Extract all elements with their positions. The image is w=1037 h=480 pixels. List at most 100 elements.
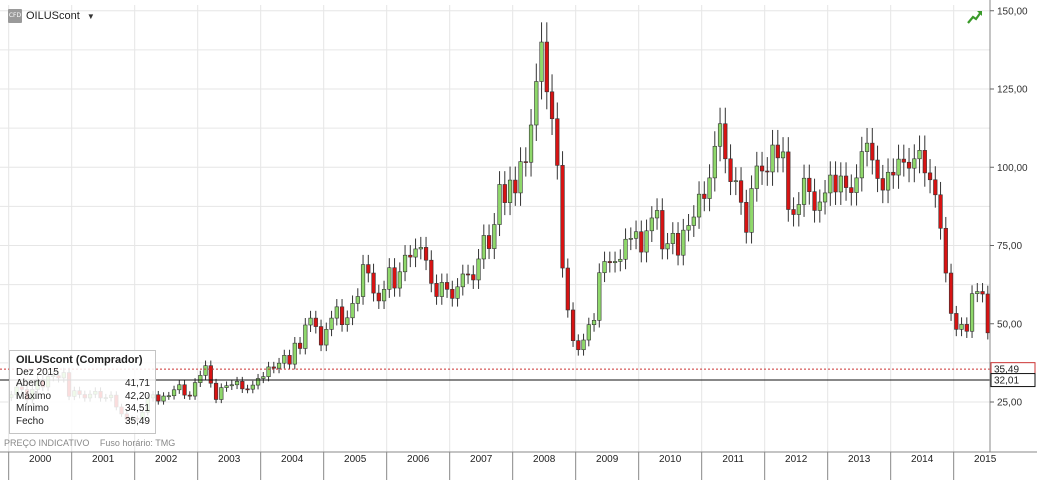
candle: [192, 378, 198, 400]
candle-body-down: [523, 161, 528, 163]
candle: [780, 137, 786, 173]
candle: [392, 258, 397, 297]
candle: [465, 264, 471, 284]
candle-body-up: [282, 355, 287, 364]
candle-body-up: [177, 384, 182, 391]
candle-body-down: [429, 259, 434, 284]
info-box-title: OILUScont (Comprador): [16, 354, 143, 366]
candle-body-down: [486, 235, 492, 249]
chart-footer: PREÇO INDICATIVO Fuso horário: TMG: [4, 438, 175, 448]
candle-body-down: [444, 282, 450, 290]
candle-body-up: [171, 389, 177, 397]
candle: [450, 280, 455, 307]
candle-body-down: [933, 179, 938, 196]
candle-body-up: [602, 261, 607, 274]
candle: [686, 214, 691, 242]
candle: [833, 161, 838, 205]
year-label[interactable]: 2008: [533, 454, 556, 465]
candle: [906, 147, 912, 183]
candle: [728, 144, 733, 196]
info-label: Máximo: [16, 390, 52, 402]
candle: [418, 236, 423, 260]
candle: [796, 192, 801, 227]
candle-body-up: [796, 204, 801, 215]
candle-body-up: [334, 306, 339, 319]
candle-body-up: [360, 264, 366, 297]
candle: [234, 376, 240, 390]
info-row-high: Máximo 42,20: [16, 391, 150, 404]
candle-body-down: [723, 123, 728, 160]
candle-body-down: [392, 267, 397, 289]
candle: [765, 157, 770, 186]
info-row-close: Fecho 35,49: [16, 416, 150, 429]
candle-body-down: [870, 142, 875, 161]
year-label[interactable]: 2002: [155, 454, 178, 465]
year-label[interactable]: 2007: [470, 454, 493, 465]
year-label[interactable]: 2012: [785, 454, 808, 465]
candle: [738, 167, 744, 215]
candle-body-down: [985, 293, 990, 334]
candle: [917, 135, 922, 174]
candle-body-down: [849, 187, 854, 193]
candle: [681, 218, 686, 266]
candle-body-up: [413, 248, 418, 258]
candle: [339, 299, 345, 332]
year-label[interactable]: 2013: [848, 454, 871, 465]
candle-body-up: [770, 144, 775, 173]
year-label[interactable]: 2003: [218, 454, 241, 465]
year-label[interactable]: 2000: [29, 454, 52, 465]
candle: [255, 373, 261, 390]
candle: [639, 220, 644, 263]
candles: [9, 22, 1017, 423]
candle: [660, 198, 665, 260]
year-label[interactable]: 2006: [407, 454, 430, 465]
candle: [807, 164, 812, 205]
candle: [597, 263, 602, 328]
candle-body-up: [838, 175, 843, 193]
candle-body-down: [271, 366, 276, 369]
candle-body-up: [292, 342, 297, 365]
year-label[interactable]: 2010: [659, 454, 682, 465]
candle-body-up: [649, 217, 654, 232]
candle-body-down: [943, 227, 948, 274]
candle: [565, 258, 570, 318]
candle-body-up: [266, 366, 271, 377]
candle-body-up: [250, 384, 255, 390]
price-axis[interactable]: 25,00 50,00 75,00 100,00 125,00 150,00 35,4932…: [989, 0, 1037, 480]
candle-body-down: [434, 283, 439, 297]
year-label[interactable]: 2015: [974, 454, 997, 465]
year-label[interactable]: 2014: [911, 454, 934, 465]
candle: [717, 107, 723, 162]
candle-body-up: [754, 165, 759, 189]
candle-body-down: [980, 291, 985, 295]
candle: [665, 232, 670, 260]
candle: [670, 222, 675, 255]
year-label[interactable]: 2004: [281, 454, 304, 465]
candle: [880, 164, 885, 204]
instrument-selector[interactable]: CFD OILUScont ▼: [8, 7, 95, 25]
year-label[interactable]: 2011: [722, 454, 744, 465]
time-axis[interactable]: 2000 2001 2002 2003 2004 2005 2006 2007 2008 2009…: [0, 451, 1037, 480]
candle: [266, 361, 271, 382]
candle: [276, 357, 282, 374]
time-axis-background: [0, 452, 990, 480]
candle: [712, 131, 717, 192]
year-label[interactable]: 2005: [344, 454, 367, 465]
candle-body-down: [245, 388, 250, 391]
candle-body-up: [460, 273, 465, 288]
candle-body-up: [618, 258, 623, 262]
year-label[interactable]: 2001: [92, 454, 115, 465]
candle-body-up: [355, 296, 360, 304]
candle: [460, 264, 465, 296]
candle: [518, 147, 523, 206]
candle: [366, 254, 371, 283]
candle: [334, 299, 339, 326]
year-label[interactable]: 2009: [596, 454, 619, 465]
candle-body-down: [502, 184, 507, 203]
candle: [875, 145, 880, 193]
candle-body-down: [891, 171, 896, 176]
candle: [534, 63, 539, 141]
trend-arrow-icon[interactable]: [966, 9, 984, 25]
candle: [455, 278, 460, 307]
